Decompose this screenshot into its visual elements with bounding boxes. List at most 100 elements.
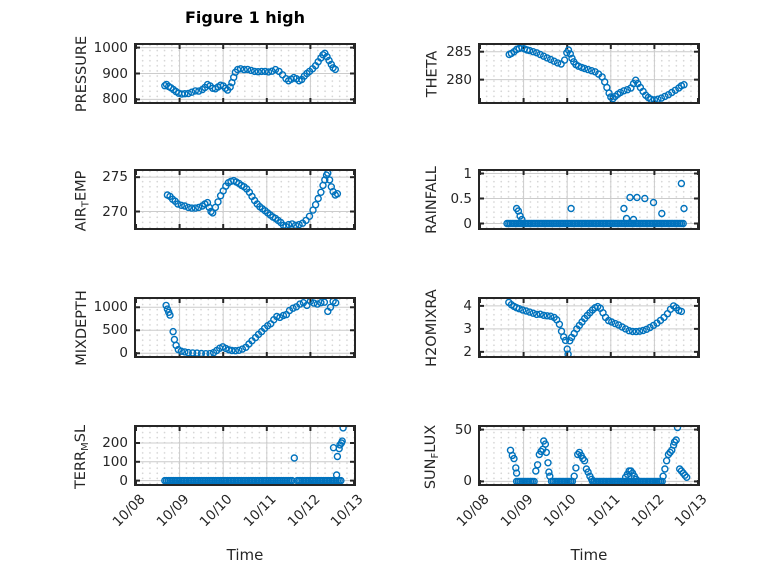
data-point — [587, 67, 596, 75]
data-point — [247, 66, 255, 75]
data-point — [510, 454, 518, 463]
data-point — [546, 55, 555, 64]
data-point — [289, 304, 297, 312]
y-axis-label: PRESSURE — [74, 35, 91, 112]
data-point — [331, 299, 340, 307]
plot-canvas — [480, 171, 698, 228]
data-point — [193, 349, 201, 356]
data-point — [580, 64, 589, 73]
data-point — [338, 437, 346, 445]
data-point — [236, 65, 245, 73]
data-point — [250, 67, 259, 76]
subplot-pressure: 800 900 1000 PRESSURE — [74, 35, 356, 112]
data-point — [609, 94, 617, 102]
data-point — [323, 52, 331, 61]
data-point — [532, 467, 540, 475]
data-point — [670, 438, 679, 446]
data-point — [530, 477, 538, 484]
data-point — [181, 202, 189, 210]
data-point — [290, 454, 299, 462]
data-point — [533, 310, 541, 319]
data-point — [654, 95, 662, 102]
data-point — [169, 327, 177, 336]
x-tick-label: 10/12 — [628, 491, 668, 531]
x-axis-label-left: Time — [226, 546, 264, 564]
subplot-h2omixra: 2 3 4 H2OMIXRA — [424, 289, 700, 366]
data-point — [680, 204, 688, 213]
data-point — [563, 345, 571, 353]
y-tick-label: 800 — [102, 91, 128, 108]
y-tick-label: 900 — [102, 65, 128, 82]
data-point — [243, 65, 252, 74]
y-tick-label: 0 — [463, 473, 472, 490]
subplot-air-temp: 270 275 AIRTEMP — [73, 169, 356, 231]
y-tick-label: 1000 — [93, 299, 128, 316]
data-point — [261, 67, 269, 76]
data-point — [555, 320, 564, 328]
data-point — [628, 327, 637, 336]
data-point — [273, 312, 281, 321]
data-point — [333, 452, 342, 461]
data-point — [181, 348, 189, 356]
data-point — [264, 68, 273, 76]
data-point — [633, 193, 641, 202]
x-tick-label: 10/09 — [153, 491, 193, 531]
data-point — [561, 336, 570, 345]
data-point — [679, 219, 687, 228]
data-point — [188, 88, 196, 96]
data-point — [544, 459, 552, 467]
data-point — [339, 427, 347, 432]
data-point — [314, 194, 322, 203]
data-point — [533, 49, 541, 57]
data-point — [268, 67, 276, 75]
plot-canvas — [480, 45, 698, 102]
data-point — [616, 88, 625, 97]
plot-canvas — [480, 427, 698, 484]
data-point — [184, 203, 192, 212]
plot-canvas — [136, 427, 354, 484]
data-point — [284, 220, 293, 228]
plot-canvas — [136, 171, 354, 228]
data-point — [580, 457, 589, 465]
y-axis-label: SUNFLUX — [423, 424, 442, 489]
data-point — [529, 309, 537, 317]
data-point — [623, 86, 632, 94]
y-tick-label: 100 — [102, 453, 128, 470]
data-point — [254, 68, 262, 76]
data-point — [319, 51, 327, 59]
data-point — [333, 190, 342, 198]
data-point — [526, 46, 534, 55]
data-point — [288, 476, 296, 484]
x-tick-label: 10/09 — [497, 491, 537, 531]
y-tick-label: 285 — [446, 43, 472, 60]
data-point — [545, 468, 553, 476]
data-point — [650, 96, 659, 102]
y-tick-label: 1000 — [93, 39, 128, 56]
data-point — [317, 188, 325, 196]
data-point — [177, 347, 185, 355]
data-point — [207, 207, 215, 216]
y-tick-label: 280 — [446, 71, 472, 88]
data-point — [682, 473, 691, 481]
data-point — [559, 333, 568, 341]
x-tick-label: 10/10 — [540, 491, 580, 531]
data-point — [238, 345, 247, 353]
data-point — [605, 89, 613, 97]
data-point — [515, 304, 523, 313]
data-point — [611, 319, 619, 328]
y-axis-label: AIRTEMP — [72, 170, 91, 231]
x-axis-label-right: Time — [570, 546, 608, 564]
x-tick-label: 10/08 — [453, 491, 493, 531]
data-point — [661, 92, 669, 101]
data-point — [184, 89, 192, 98]
y-tick-label: 270 — [102, 203, 128, 220]
y-axis-label: MIXDEPTH — [73, 289, 90, 366]
x-tick-label: 10/13 — [671, 491, 711, 531]
data-point — [170, 335, 179, 344]
data-point — [305, 212, 314, 220]
data-point — [529, 47, 537, 56]
data-point — [257, 67, 266, 76]
data-point — [311, 201, 320, 209]
data-point — [566, 50, 575, 58]
